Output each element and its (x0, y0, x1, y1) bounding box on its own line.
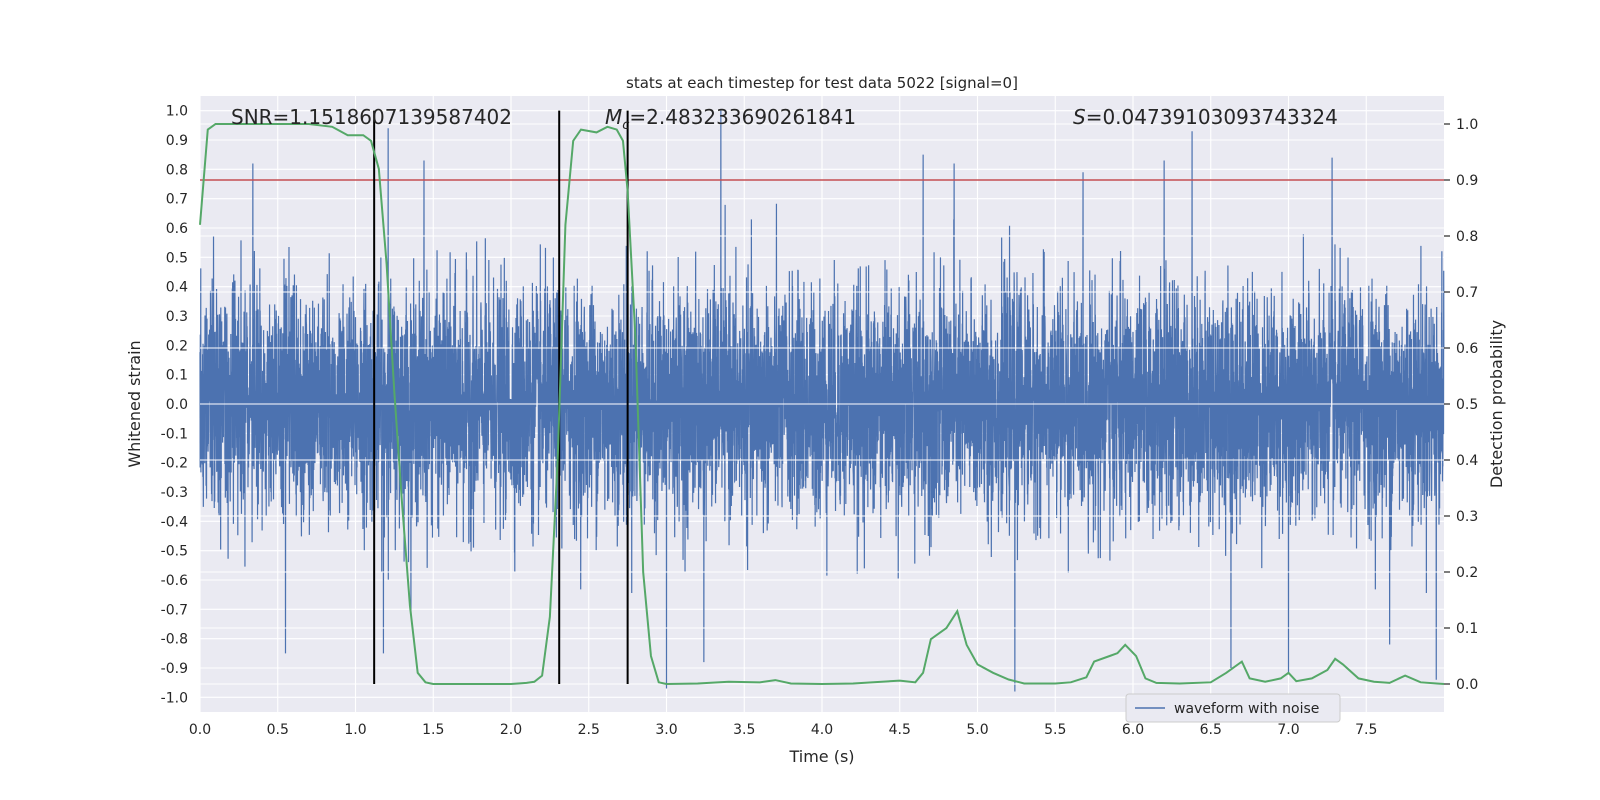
legend-label-waveform: waveform with noise (1174, 701, 1319, 717)
y-tick-label: 0.3 (166, 309, 188, 325)
s-symbol: S (1073, 105, 1086, 129)
legend: waveform with noise (1125, 693, 1341, 723)
y2-tick-label: 0.8 (1456, 229, 1478, 245)
y-tick-label: -0.5 (161, 544, 188, 560)
y2-tick-label: 0.5 (1456, 397, 1478, 413)
x-axis-label: Time (s) (788, 747, 854, 766)
y2-tick-label: 0.1 (1456, 621, 1478, 637)
chart-title: stats at each timestep for test data 502… (626, 74, 1018, 92)
legend-box (1125, 693, 1341, 723)
snr-annotation: SNR=1.1518607139587402 (231, 105, 512, 129)
y-tick-label: 0.0 (166, 397, 188, 413)
y2-tick-label: 0.2 (1456, 565, 1478, 581)
y2-tick-label: 0.7 (1456, 285, 1478, 301)
x-tick-label: 7.0 (1277, 722, 1299, 738)
chirp-mass-subscript: c (622, 118, 629, 133)
x-tick-label: 5.0 (966, 722, 988, 738)
y-axis-label: Whitened strain (125, 340, 144, 467)
y-tick-label: 0.4 (166, 280, 188, 296)
y-tick-label: -0.1 (161, 426, 188, 442)
y2-tick-label: 1.0 (1456, 117, 1478, 133)
x-tick-label: 1.0 (344, 722, 366, 738)
s-annotation: S=0.04739103093743324 (1073, 105, 1338, 129)
x-tick-label: 2.0 (500, 722, 522, 738)
waveform-series (199, 110, 1445, 692)
x-tick-label: 6.5 (1200, 722, 1222, 738)
x-tick-label: 0.5 (267, 722, 289, 738)
x-tick-label: 0.0 (189, 722, 211, 738)
x-tick-label: 4.0 (811, 722, 833, 738)
y-tick-label: 1.0 (166, 104, 188, 120)
y-tick-label: 0.2 (166, 338, 188, 354)
y-tick-label: -0.4 (161, 514, 188, 530)
y2-tick-label: 0.4 (1456, 453, 1478, 469)
chirp-mass-value: =2.483233690261841 (629, 105, 856, 129)
y-tick-label: 0.1 (166, 368, 188, 384)
axes: 0.0 0.5 1.0 1.5 2.0 2.5 3.0 3.5 4.0 4.5 5.0 5.5 6.0 6… (161, 104, 1479, 738)
y-tick-label: -0.8 (161, 632, 188, 648)
x-tick-label: 3.0 (655, 722, 677, 738)
y2-tick-label: 0.9 (1456, 173, 1478, 189)
y-tick-label: 0.5 (166, 250, 188, 266)
probability-series (199, 123, 1445, 686)
y2-axis-label: Detection probability (1487, 320, 1506, 488)
x-tick-label: 7.5 (1355, 722, 1377, 738)
y2-tick-label: 0.6 (1456, 341, 1478, 357)
y-tick-label: -1.0 (161, 690, 188, 706)
y-tick-label: -0.7 (161, 602, 188, 618)
y2-tick-label: 0.0 (1456, 677, 1478, 693)
x-tick-label: 2.5 (578, 722, 600, 738)
y-tick-label: 0.8 (166, 162, 188, 178)
y-tick-label: 0.7 (166, 192, 188, 208)
x-tick-label: 1.5 (422, 722, 444, 738)
s-value: =0.04739103093743324 (1086, 105, 1338, 129)
x-tick-label: 4.5 (889, 722, 911, 738)
probability-line (199, 123, 1445, 686)
x-tick-label: 3.5 (733, 722, 755, 738)
y-tick-label: 0.9 (166, 133, 188, 149)
y2-tick-label: 0.3 (1456, 509, 1478, 525)
y-tick-label: -0.6 (161, 573, 188, 589)
chirp-mass-annotation: Mc=2.483233690261841 (605, 105, 856, 133)
y-tick-label: -0.9 (161, 661, 188, 677)
y-tick-label: -0.3 (161, 485, 188, 501)
x-tick-label: 5.5 (1044, 722, 1066, 738)
waveform-line (199, 110, 1445, 692)
x-tick-label: 6.0 (1122, 722, 1144, 738)
y-tick-label: 0.6 (166, 221, 188, 237)
chirp-mass-symbol: M (605, 105, 622, 129)
y-tick-label: -0.2 (161, 456, 188, 472)
